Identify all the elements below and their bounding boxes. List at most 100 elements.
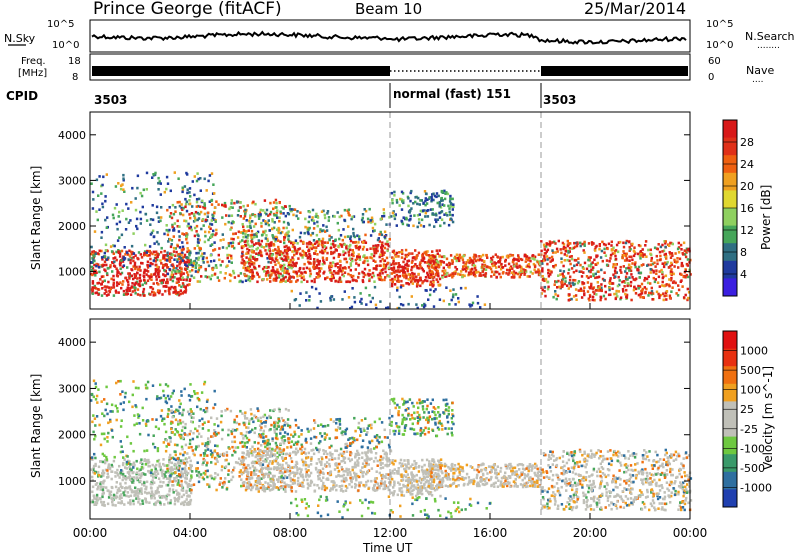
range-cell [100,475,103,478]
range-cell [140,489,143,492]
range-cell [231,453,234,457]
range-cell [398,270,401,274]
cpid-segment-1: 3503 [94,93,127,107]
range-cell [241,223,244,226]
range-cell [122,289,126,293]
range-cell [476,258,479,262]
range-cell [316,258,319,262]
range-cell [132,479,135,482]
range-cell [243,423,246,427]
range-cell [257,213,261,216]
range-cell [119,393,122,396]
range-cell [431,208,434,211]
range-cell [211,233,214,236]
range-cell [109,245,113,248]
range-cell [137,488,140,491]
range-cell [593,292,596,295]
range-cell [680,248,683,251]
range-cell [324,246,328,250]
range-cell [434,218,437,221]
range-cell [154,501,157,505]
range-cell [366,256,369,259]
range-cell [190,261,193,264]
range-cell [118,252,122,255]
range-cell [334,280,337,283]
range-cell [101,469,105,472]
range-cell [330,264,334,268]
range-cell [96,218,99,222]
range-cell [101,503,104,507]
range-cell [230,199,233,202]
range-cell [543,258,547,262]
range-cell [312,265,315,269]
range-cell [173,477,176,480]
range-cell [333,215,336,218]
range-cell [205,256,208,260]
range-cell [612,265,615,269]
range-cell [432,275,436,279]
range-cell [354,486,357,489]
range-cell [200,254,203,258]
range-cell [574,279,577,282]
range-cell [234,429,238,432]
range-cell [136,293,140,296]
range-cell [325,229,329,232]
range-cell [540,292,543,295]
range-cell [625,288,628,292]
range-cell [193,390,196,393]
range-cell [95,210,98,213]
range-cell [362,275,365,279]
range-cell [221,246,225,249]
range-cell [114,404,117,408]
range-cell [523,273,526,276]
range-cell [567,249,570,253]
range-cell [610,244,613,247]
range-cell [230,237,233,241]
range-cell [410,207,413,210]
range-cell [180,495,184,499]
range-cell [370,253,373,256]
range-cell [173,450,176,453]
range-cell [115,381,118,385]
range-cell [283,263,286,267]
noise-panel [89,19,691,53]
range-cell [130,489,134,492]
range-cell [106,476,109,479]
range-cell [149,286,152,289]
range-cell [226,264,229,267]
range-cell [168,489,171,493]
range-cell [184,202,188,206]
range-cell [95,415,99,418]
range-cell [91,479,94,482]
range-cell [115,203,118,206]
range-cell [341,269,344,272]
range-cell [244,243,247,247]
range-cell [407,259,411,263]
range-cell [191,449,194,452]
range-cell [384,276,387,279]
range-cell [435,195,438,199]
range-cell [320,229,324,233]
range-cell [157,242,160,246]
range-cell [515,262,518,265]
range-cell [352,227,355,231]
range-cell [314,246,317,250]
range-cell [419,199,422,202]
range-cell [592,272,595,276]
range-cell [324,230,327,233]
range-cell [161,472,164,476]
range-cell [128,254,132,257]
range-cell [491,264,494,268]
range-cell [176,270,179,273]
range-cell [295,270,298,274]
range-cell [186,485,190,489]
range-cell [337,228,340,232]
range-cell [133,423,136,427]
range-cell [661,284,664,287]
range-cell [554,242,557,245]
range-cell [192,212,196,216]
range-cell [113,206,117,210]
velocity-data-layer [90,379,693,520]
range-cell [529,259,532,263]
range-cell [173,229,176,232]
